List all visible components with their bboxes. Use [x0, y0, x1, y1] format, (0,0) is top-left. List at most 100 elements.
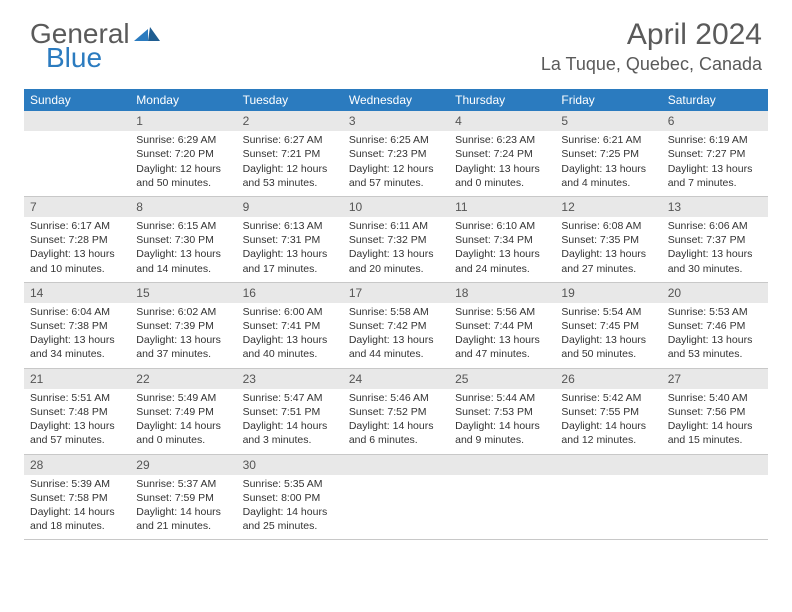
daylight-text: and 57 minutes.: [30, 433, 124, 447]
daylight-text: Daylight: 13 hours: [30, 419, 124, 433]
daylight-text: and 18 minutes.: [30, 519, 124, 533]
weekday-header: Sunday: [24, 89, 130, 111]
calendar-cell: 18Sunrise: 5:56 AMSunset: 7:44 PMDayligh…: [449, 282, 555, 368]
day-number: 19: [555, 283, 661, 303]
daylight-text: Daylight: 13 hours: [561, 162, 655, 176]
cell-body: Sunrise: 6:10 AMSunset: 7:34 PMDaylight:…: [449, 217, 555, 282]
sunrise-text: Sunrise: 6:08 AM: [561, 219, 655, 233]
daylight-text: and 27 minutes.: [561, 262, 655, 276]
day-number: 5: [555, 111, 661, 131]
daylight-text: and 25 minutes.: [243, 519, 337, 533]
calendar-cell: 16Sunrise: 6:00 AMSunset: 7:41 PMDayligh…: [237, 282, 343, 368]
daylight-text: and 50 minutes.: [561, 347, 655, 361]
sunrise-text: Sunrise: 5:53 AM: [668, 305, 762, 319]
sunset-text: Sunset: 7:24 PM: [455, 147, 549, 161]
daylight-text: and 0 minutes.: [455, 176, 549, 190]
sunrise-text: Sunrise: 5:51 AM: [30, 391, 124, 405]
cell-body: Sunrise: 5:56 AMSunset: 7:44 PMDaylight:…: [449, 303, 555, 368]
sunset-text: Sunset: 7:42 PM: [349, 319, 443, 333]
calendar-cell: 25Sunrise: 5:44 AMSunset: 7:53 PMDayligh…: [449, 368, 555, 454]
daylight-text: and 34 minutes.: [30, 347, 124, 361]
daylight-text: and 0 minutes.: [136, 433, 230, 447]
sunset-text: Sunset: 7:23 PM: [349, 147, 443, 161]
calendar-cell: [555, 454, 661, 540]
sunrise-text: Sunrise: 6:25 AM: [349, 133, 443, 147]
sunset-text: Sunset: 7:52 PM: [349, 405, 443, 419]
sunset-text: Sunset: 7:48 PM: [30, 405, 124, 419]
daylight-text: Daylight: 13 hours: [561, 247, 655, 261]
day-number: 11: [449, 197, 555, 217]
weekday-header: Monday: [130, 89, 236, 111]
day-number: 9: [237, 197, 343, 217]
daylight-text: Daylight: 13 hours: [349, 247, 443, 261]
sunset-text: Sunset: 7:35 PM: [561, 233, 655, 247]
cell-body: Sunrise: 6:02 AMSunset: 7:39 PMDaylight:…: [130, 303, 236, 368]
cell-body: Sunrise: 5:46 AMSunset: 7:52 PMDaylight:…: [343, 389, 449, 454]
weekday-header: Saturday: [662, 89, 768, 111]
daylight-text: and 53 minutes.: [668, 347, 762, 361]
daylight-text: Daylight: 14 hours: [349, 419, 443, 433]
daylight-text: Daylight: 12 hours: [349, 162, 443, 176]
day-number: [24, 111, 130, 131]
calendar-cell: 11Sunrise: 6:10 AMSunset: 7:34 PMDayligh…: [449, 196, 555, 282]
calendar-body: 1Sunrise: 6:29 AMSunset: 7:20 PMDaylight…: [24, 111, 768, 540]
cell-body: Sunrise: 6:29 AMSunset: 7:20 PMDaylight:…: [130, 131, 236, 196]
weekday-header: Tuesday: [237, 89, 343, 111]
daylight-text: Daylight: 13 hours: [30, 333, 124, 347]
day-number: 23: [237, 369, 343, 389]
daylight-text: and 15 minutes.: [668, 433, 762, 447]
calendar-cell: [343, 454, 449, 540]
sunrise-text: Sunrise: 5:35 AM: [243, 477, 337, 491]
sunrise-text: Sunrise: 6:15 AM: [136, 219, 230, 233]
day-number: [449, 455, 555, 475]
calendar-row: 21Sunrise: 5:51 AMSunset: 7:48 PMDayligh…: [24, 368, 768, 454]
sunset-text: Sunset: 7:27 PM: [668, 147, 762, 161]
sunrise-text: Sunrise: 6:10 AM: [455, 219, 549, 233]
sunset-text: Sunset: 7:20 PM: [136, 147, 230, 161]
cell-body: Sunrise: 5:37 AMSunset: 7:59 PMDaylight:…: [130, 475, 236, 540]
sunset-text: Sunset: 7:44 PM: [455, 319, 549, 333]
sunrise-text: Sunrise: 6:21 AM: [561, 133, 655, 147]
sunrise-text: Sunrise: 5:58 AM: [349, 305, 443, 319]
daylight-text: Daylight: 13 hours: [455, 162, 549, 176]
sunrise-text: Sunrise: 6:29 AM: [136, 133, 230, 147]
header: General April 2024 La Tuque, Quebec, Can…: [0, 0, 792, 83]
day-number: [343, 455, 449, 475]
calendar-cell: [662, 454, 768, 540]
daylight-text: Daylight: 13 hours: [30, 247, 124, 261]
cell-body: Sunrise: 6:11 AMSunset: 7:32 PMDaylight:…: [343, 217, 449, 282]
daylight-text: Daylight: 13 hours: [668, 247, 762, 261]
daylight-text: Daylight: 14 hours: [243, 419, 337, 433]
sunrise-text: Sunrise: 6:06 AM: [668, 219, 762, 233]
daylight-text: Daylight: 14 hours: [455, 419, 549, 433]
calendar-cell: 13Sunrise: 6:06 AMSunset: 7:37 PMDayligh…: [662, 196, 768, 282]
calendar-cell: 30Sunrise: 5:35 AMSunset: 8:00 PMDayligh…: [237, 454, 343, 540]
calendar-row: 14Sunrise: 6:04 AMSunset: 7:38 PMDayligh…: [24, 282, 768, 368]
weekday-header: Wednesday: [343, 89, 449, 111]
cell-body: Sunrise: 5:47 AMSunset: 7:51 PMDaylight:…: [237, 389, 343, 454]
cell-body: Sunrise: 5:54 AMSunset: 7:45 PMDaylight:…: [555, 303, 661, 368]
sunrise-text: Sunrise: 5:44 AM: [455, 391, 549, 405]
sunset-text: Sunset: 7:55 PM: [561, 405, 655, 419]
calendar-cell: 6Sunrise: 6:19 AMSunset: 7:27 PMDaylight…: [662, 111, 768, 196]
weekday-header: Friday: [555, 89, 661, 111]
daylight-text: Daylight: 14 hours: [30, 505, 124, 519]
daylight-text: Daylight: 14 hours: [668, 419, 762, 433]
cell-body: Sunrise: 6:08 AMSunset: 7:35 PMDaylight:…: [555, 217, 661, 282]
day-number: 28: [24, 455, 130, 475]
sunrise-text: Sunrise: 5:54 AM: [561, 305, 655, 319]
day-number: 17: [343, 283, 449, 303]
day-number: 1: [130, 111, 236, 131]
sunrise-text: Sunrise: 6:02 AM: [136, 305, 230, 319]
calendar-cell: 5Sunrise: 6:21 AMSunset: 7:25 PMDaylight…: [555, 111, 661, 196]
day-number: 16: [237, 283, 343, 303]
month-title: April 2024: [541, 18, 762, 52]
sunrise-text: Sunrise: 5:49 AM: [136, 391, 230, 405]
cell-body: Sunrise: 6:27 AMSunset: 7:21 PMDaylight:…: [237, 131, 343, 196]
sunrise-text: Sunrise: 5:46 AM: [349, 391, 443, 405]
day-number: 12: [555, 197, 661, 217]
day-number: 26: [555, 369, 661, 389]
daylight-text: Daylight: 12 hours: [136, 162, 230, 176]
calendar-cell: 4Sunrise: 6:23 AMSunset: 7:24 PMDaylight…: [449, 111, 555, 196]
cell-body: Sunrise: 6:15 AMSunset: 7:30 PMDaylight:…: [130, 217, 236, 282]
